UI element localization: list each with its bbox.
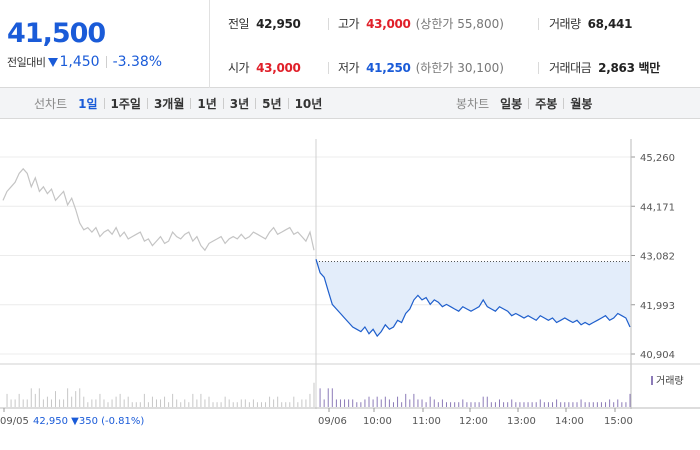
tab-3years[interactable]: 3년	[229, 97, 250, 111]
x-tick-label: 13:00	[507, 416, 536, 427]
price-chart-svg: 45,260 44,171 43,082 41,993 40,904 거래량 09/05…	[0, 139, 700, 427]
low-value: 41,250	[366, 60, 411, 75]
tab-1week[interactable]: 1주일	[110, 97, 141, 111]
line-chart-tabs: 선차트 1일 1주일 3개월 1년 3년 5년 10년	[34, 88, 326, 119]
prev-close-cell: 전일 42,950	[228, 15, 301, 32]
divider	[528, 98, 530, 109]
volume-cell: 거래량 68,441	[549, 15, 632, 32]
volume-value: 68,441	[587, 16, 633, 31]
volume-legend-swatch	[651, 376, 653, 385]
y-tick-label: 43,082	[640, 252, 675, 263]
x-tick-label: 14:00	[555, 416, 584, 427]
quote-header: 41,500 전일대비 1,450 -3.38% 전일 42,950 고가 43…	[0, 0, 700, 88]
candle-chart-label: 봉차트	[456, 97, 490, 111]
x-tick-label: 15:00	[604, 416, 633, 427]
tab-10years[interactable]: 10년	[294, 97, 323, 111]
prev-close-value: 42,950	[256, 16, 301, 31]
high-value: 43,000	[366, 16, 411, 31]
tab-daily-candle[interactable]: 일봉	[500, 97, 523, 111]
diff-label: 전일대비	[7, 56, 46, 69]
prev-close-label: 전일	[228, 17, 250, 31]
x-tick-label: 09/06	[318, 416, 347, 427]
tab-weekly-candle[interactable]: 주봉	[535, 97, 558, 111]
y-tick-label: 45,260	[640, 153, 675, 164]
tab-1year[interactable]: 1년	[197, 97, 217, 111]
divider	[146, 98, 148, 109]
price-change-row: 전일대비 1,450 -3.38%	[7, 54, 162, 70]
below-prev-close-area	[316, 261, 630, 337]
current-price-box: 41,500 전일대비 1,450 -3.38%	[0, 0, 210, 88]
series-line-09-06	[315, 259, 631, 338]
divider	[105, 56, 107, 68]
candle-chart-tabs: 봉차트 일봉 주봉 월봉	[456, 88, 596, 119]
open-value: 43,000	[256, 60, 301, 75]
lower-limit: (하한가 30,100)	[415, 61, 504, 75]
divider	[255, 98, 257, 109]
tab-monthly-candle[interactable]: 월봉	[570, 97, 593, 111]
divider	[287, 98, 289, 109]
diff-rate: -3.38%	[112, 54, 163, 70]
open-cell: 시가 43,000	[228, 59, 301, 76]
x-tick-label: 12:00	[459, 416, 488, 427]
intraday-chart[interactable]: 45,260 44,171 43,082 41,993 40,904 거래량 09/05…	[0, 119, 700, 450]
down-arrow-icon	[48, 57, 59, 67]
series-line-09-05	[2, 167, 315, 252]
high-label: 고가	[338, 17, 360, 31]
tab-1day[interactable]: 1일	[78, 97, 98, 111]
y-tick-label: 41,993	[640, 301, 675, 312]
trade-value-label: 거래대금	[549, 61, 592, 75]
trade-value-cell: 거래대금 2,863 백만	[549, 59, 660, 76]
x-tick-label: 10:00	[363, 416, 392, 427]
y-tick-label: 44,171	[640, 202, 675, 213]
divider	[103, 98, 105, 109]
divider	[222, 98, 224, 109]
divider	[538, 62, 539, 74]
x-tick-label: 09/05	[0, 416, 29, 427]
diff-amount: 1,450	[59, 54, 100, 70]
divider	[563, 98, 565, 109]
tab-3months[interactable]: 3개월	[153, 97, 185, 111]
upper-limit: (상한가 55,800)	[415, 17, 504, 31]
volume-legend-label: 거래량	[656, 375, 684, 387]
divider	[190, 98, 192, 109]
tab-5years[interactable]: 5년	[262, 97, 282, 111]
divider	[328, 18, 329, 30]
y-tick-label: 40,904	[640, 350, 675, 361]
open-label: 시가	[228, 61, 250, 75]
chart-period-tabbar: 선차트 1일 1주일 3개월 1년 3년 5년 10년 봉차트 일봉 주봉 월봉	[0, 88, 700, 119]
prev-day-summary: 42,950 ▼350 (-0.81%)	[33, 416, 144, 427]
current-price: 41,500	[7, 18, 106, 49]
low-label: 저가	[338, 61, 360, 75]
x-tick-label: 11:00	[412, 416, 441, 427]
low-cell: 저가 41,250 (하한가 30,100)	[338, 59, 504, 76]
line-chart-label: 선차트	[34, 97, 68, 111]
trade-value: 2,863 백만	[598, 61, 660, 75]
high-cell: 고가 43,000 (상한가 55,800)	[338, 15, 504, 32]
volume-label: 거래량	[549, 17, 581, 31]
divider	[328, 62, 329, 74]
divider	[538, 18, 539, 30]
